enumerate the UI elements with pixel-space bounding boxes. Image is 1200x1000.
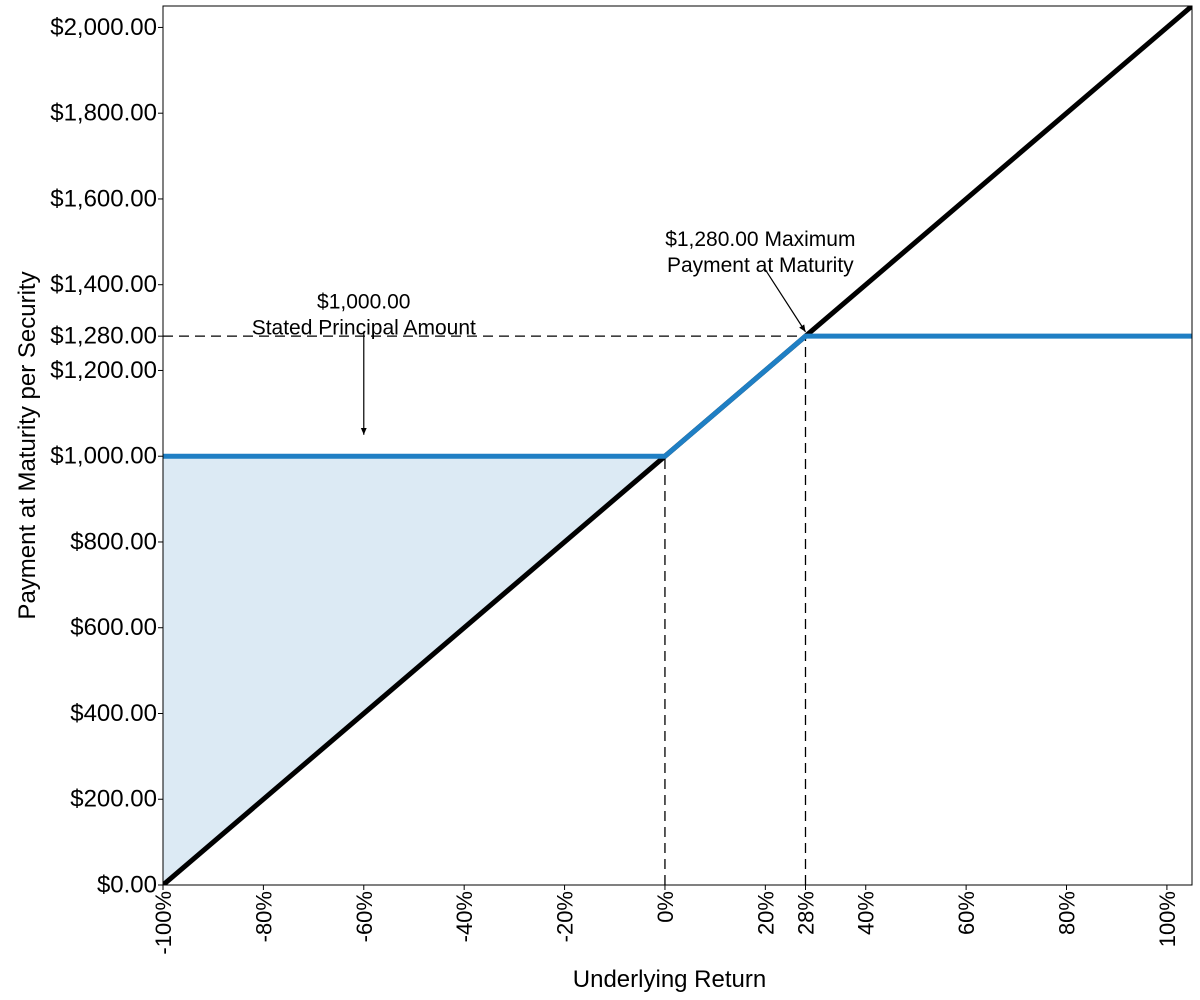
annotation-0-line-0: $1,000.00 bbox=[317, 290, 410, 313]
y-tick-label: $1,280.00 bbox=[50, 323, 157, 350]
x-tick-label: -80% bbox=[251, 891, 276, 942]
x-tick-label: 28% bbox=[793, 891, 818, 935]
x-tick-label: 0% bbox=[653, 891, 678, 923]
x-tick-label: -40% bbox=[452, 891, 477, 942]
y-tick-label: $1,000.00 bbox=[50, 443, 157, 470]
y-tick-label: $0.00 bbox=[97, 872, 157, 899]
x-axis-ticks: -100% -80% -60% -40% -20% 0% 20% 28% 40% 60% 80% 10… bbox=[151, 885, 1180, 955]
y-axis-label: Payment at Maturity per Security bbox=[14, 271, 41, 619]
x-tick-label: -60% bbox=[352, 891, 377, 942]
annotation-1-line-1: Payment at Maturity bbox=[667, 254, 854, 277]
y-tick-label: $600.00 bbox=[70, 614, 157, 641]
x-tick-label: 100% bbox=[1155, 891, 1180, 947]
x-tick-label: 60% bbox=[954, 891, 979, 935]
x-tick-label: -100% bbox=[151, 891, 176, 955]
y-tick-label: $2,000.00 bbox=[50, 14, 157, 41]
y-tick-label: $800.00 bbox=[70, 528, 157, 555]
x-axis-label: Underlying Return bbox=[573, 966, 766, 993]
x-tick-label: 80% bbox=[1055, 891, 1080, 935]
y-axis-ticks: $0.00 $200.00 $400.00 $600.00 $800.00 $1,000.… bbox=[50, 14, 163, 899]
plot-area-frame bbox=[162, 5, 1193, 886]
annotation-0-line-1: Stated Principal Amount bbox=[252, 316, 476, 339]
x-tick-label: 40% bbox=[854, 891, 879, 935]
series-line-1 bbox=[163, 333, 1192, 459]
reference-lines-layer bbox=[163, 335, 807, 885]
y-tick-label: $1,400.00 bbox=[50, 271, 157, 298]
y-tick-label: $1,800.00 bbox=[50, 100, 157, 127]
annotation-1-arrow bbox=[764, 269, 807, 333]
y-tick-label: $1,600.00 bbox=[50, 185, 157, 212]
annotation-1-line-0: $1,280.00 Maximum bbox=[665, 228, 855, 251]
y-tick-label: $200.00 bbox=[70, 786, 157, 813]
y-tick-label: $400.00 bbox=[70, 700, 157, 727]
x-tick-label: 20% bbox=[753, 891, 778, 935]
series-layer bbox=[163, 6, 1192, 885]
x-tick-label: -20% bbox=[553, 891, 578, 942]
y-tick-label: $1,200.00 bbox=[50, 357, 157, 384]
annotation-layer: $1,000.00 Stated Principal Amount $1,280.0… bbox=[252, 228, 855, 435]
